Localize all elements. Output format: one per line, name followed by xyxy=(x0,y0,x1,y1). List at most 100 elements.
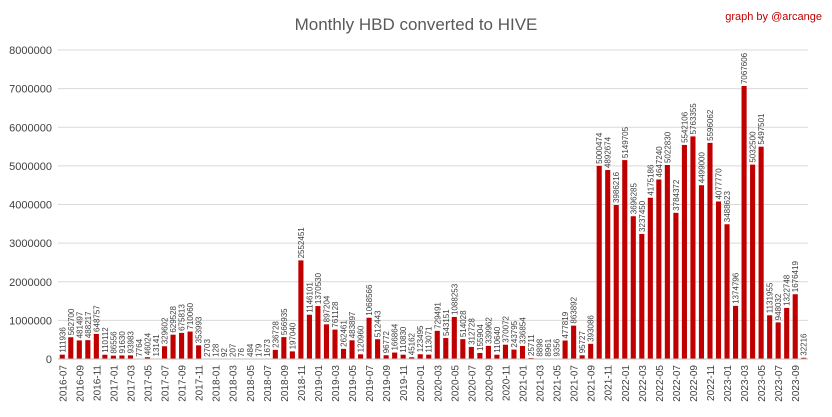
data-label-2020-05: 1088253 xyxy=(450,283,459,315)
bar-2017-07 xyxy=(161,346,168,359)
x-tick-label: 2023-09 xyxy=(791,365,802,402)
bar-2018-08 xyxy=(272,349,278,359)
bar-series xyxy=(59,86,807,359)
data-label-2017-06: 13141 xyxy=(152,334,161,357)
data-label-2020-09: 339962 xyxy=(484,317,493,344)
data-label-2020-01: 123495 xyxy=(416,325,425,352)
bar-2020-10 xyxy=(494,354,500,359)
data-label-2018-01: 128 xyxy=(212,343,221,357)
x-tick-label: 2019-11 xyxy=(399,365,410,401)
bar-2019-04 xyxy=(340,348,347,359)
bar-2022-07 xyxy=(673,212,679,359)
data-label-2022-07: 3784372 xyxy=(672,179,681,211)
bar-2018-10 xyxy=(289,351,295,359)
bar-2020-12 xyxy=(511,349,517,359)
x-tick-label: 2018-11 xyxy=(297,365,308,401)
x-tick-label: 2016-11 xyxy=(92,365,103,401)
x-tick-label: 2020-03 xyxy=(433,365,444,402)
bar-2019-06 xyxy=(358,354,364,359)
data-label-2020-03: 729491 xyxy=(433,302,442,329)
bar-2016-08 xyxy=(68,337,74,359)
bar-2022-05 xyxy=(656,179,662,359)
data-label-2019-06: 120960 xyxy=(357,325,366,352)
data-label-2022-02: 3696285 xyxy=(629,183,638,215)
data-label-2019-11: 110830 xyxy=(399,326,408,353)
data-label-2017-02: 91630 xyxy=(118,331,127,354)
bar-2023-07 xyxy=(775,322,781,359)
data-label-2017-08: 629528 xyxy=(169,305,178,332)
x-tick-label: 2017-01 xyxy=(109,365,120,402)
y-tick-labels: 0 1000000 2000000 3000000 4000000 5000000 6000… xyxy=(9,45,52,366)
data-label-2017-05: 46024 xyxy=(143,332,152,355)
x-tick-label: 2019-03 xyxy=(331,365,342,402)
bar-2019-12 xyxy=(409,357,415,359)
x-tick-label: 2021-09 xyxy=(587,365,598,402)
x-tick-label: 2020-11 xyxy=(501,365,512,401)
bar-2019-11 xyxy=(400,354,406,359)
bar-2022-12 xyxy=(715,201,722,359)
data-label-2023-02: 1374796 xyxy=(732,272,741,304)
bar-2020-08 xyxy=(477,352,483,359)
x-tick-label: 2022-11 xyxy=(706,365,717,401)
data-label-2019-07: 1068566 xyxy=(365,284,374,316)
y-tick-label: 6000000 xyxy=(9,122,52,134)
data-label-2022-05: 4647240 xyxy=(655,146,664,178)
bar-2023-02 xyxy=(733,305,739,359)
x-tick-label: 2022-05 xyxy=(655,365,666,402)
data-label-2016-08: 562700 xyxy=(67,308,76,335)
data-label-2018-09: 566935 xyxy=(280,308,289,335)
x-tick-label: 2022-09 xyxy=(689,365,700,402)
data-label-2020-06: 514028 xyxy=(459,310,468,337)
data-label-2020-11: 370072 xyxy=(501,315,510,342)
data-label-2021-08: 95727 xyxy=(578,331,587,354)
x-tick-label: 2021-05 xyxy=(553,365,564,402)
data-label-2023-01: 3488623 xyxy=(723,191,732,223)
data-label-2021-01: 336854 xyxy=(518,317,527,344)
data-label-2022-06: 5022830 xyxy=(663,131,672,163)
x-tick-label: 2018-03 xyxy=(229,365,240,402)
x-tick-label: 2019-09 xyxy=(382,365,393,402)
x-tick-label: 2019-01 xyxy=(314,365,325,402)
bar-2020-05 xyxy=(451,316,457,359)
bar-2022-03 xyxy=(639,233,645,359)
bar-2021-10 xyxy=(596,165,602,359)
x-tick-label: 2022-01 xyxy=(621,365,632,402)
bar-2022-04 xyxy=(647,197,653,359)
x-tick-label: 2019-05 xyxy=(348,365,359,402)
data-label-2022-12: 4077770 xyxy=(715,168,724,200)
data-label-2016-10: 488217 xyxy=(84,311,93,338)
bar-2019-01 xyxy=(315,306,321,359)
data-label-2018-05: 484 xyxy=(246,343,255,357)
data-label-2018-12: 1146101 xyxy=(305,282,314,313)
data-label-2023-04: 5032500 xyxy=(749,131,758,163)
y-tick-label: 5000000 xyxy=(9,161,52,173)
bar-2016-07 xyxy=(59,354,65,359)
data-label-2020-12: 243795 xyxy=(510,320,519,347)
bar-2023-06 xyxy=(767,315,773,359)
y-tick-label: 4000000 xyxy=(9,200,52,212)
bar-2016-09 xyxy=(76,340,82,359)
x-tick-label: 2020-07 xyxy=(467,365,478,402)
data-label-2022-08: 5542106 xyxy=(680,111,689,143)
x-tick-label: 2021-11 xyxy=(604,365,615,401)
x-tick-label: 2021-01 xyxy=(518,365,529,402)
data-label-2019-02: 897204 xyxy=(322,295,331,322)
data-label-2021-03: 8898 xyxy=(536,338,545,356)
bar-2022-11 xyxy=(707,142,713,359)
data-label-2017-01: 86556 xyxy=(109,331,118,354)
bar-2020-01 xyxy=(417,354,423,359)
y-tick-label: 3000000 xyxy=(9,238,52,250)
data-label-2017-03: 93983 xyxy=(126,331,135,354)
data-label-2023-03: 7067606 xyxy=(740,52,749,84)
x-tick-label: 2016-07 xyxy=(58,365,69,402)
x-tick-label: 2017-05 xyxy=(143,365,154,402)
bar-2018-12 xyxy=(306,314,312,359)
data-label-2018-10: 197040 xyxy=(288,322,297,349)
y-tick-label: 0 xyxy=(46,354,52,366)
data-label-2020-10: 110640 xyxy=(493,326,502,353)
bar-2017-08 xyxy=(170,334,176,359)
data-label-2020-04: 543151 xyxy=(442,309,451,336)
data-label-2019-08: 512443 xyxy=(374,310,383,337)
bar-2021-09 xyxy=(588,343,594,359)
x-tick-label: 2019-07 xyxy=(365,365,376,402)
